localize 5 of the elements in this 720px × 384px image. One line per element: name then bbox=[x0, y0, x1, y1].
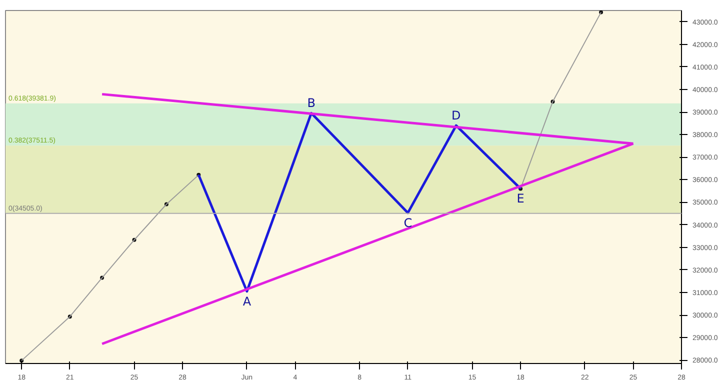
annotation: B bbox=[307, 96, 316, 110]
annotation: D bbox=[452, 108, 461, 123]
annotation: E bbox=[516, 192, 524, 206]
annotation: A bbox=[242, 294, 252, 308]
annotation: C bbox=[404, 216, 412, 230]
